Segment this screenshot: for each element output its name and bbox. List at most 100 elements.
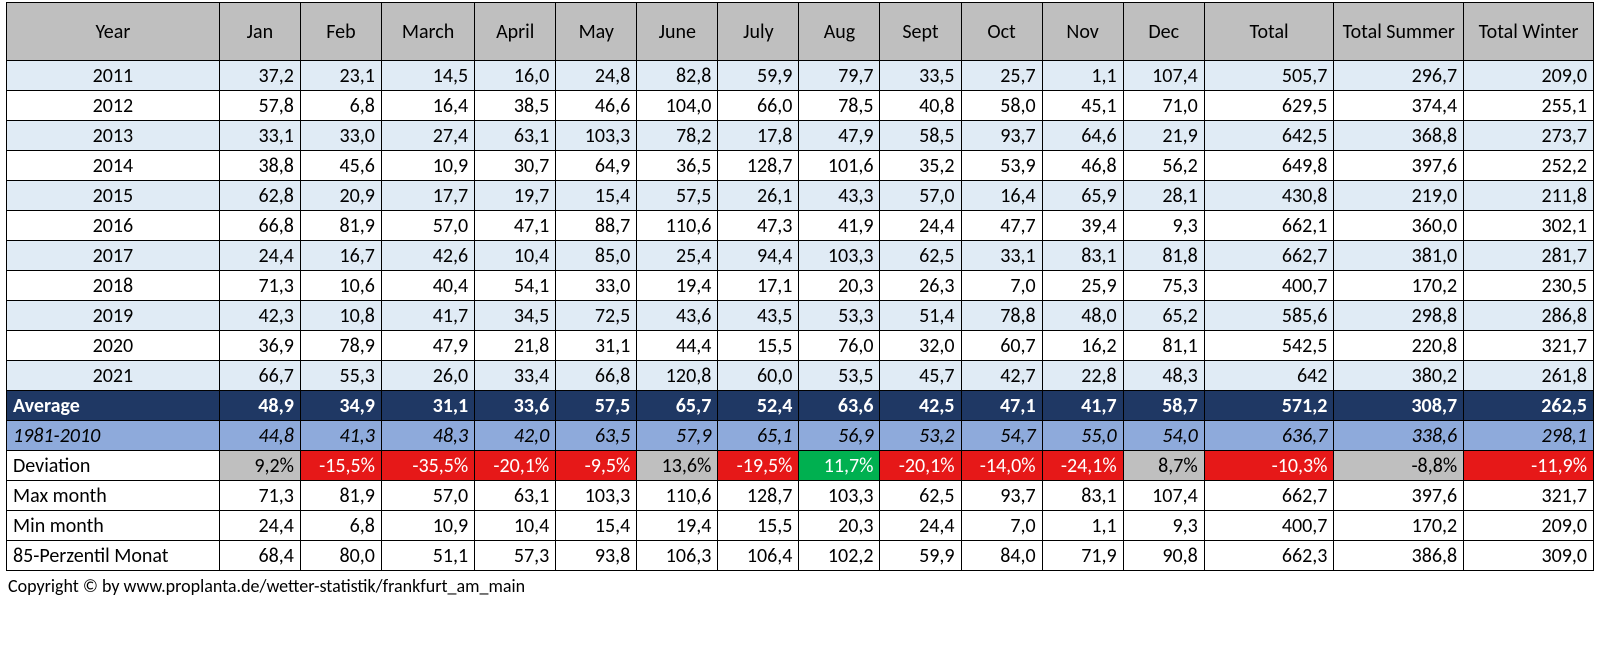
value-cell: 60,7: [961, 331, 1042, 361]
value-cell: 46,8: [1042, 151, 1123, 181]
value-cell: 386,8: [1334, 541, 1464, 571]
deviation-row: Deviation9,2%-15,5%-35,5%-20,1%-9,5%13,6…: [7, 451, 1594, 481]
footer-copyright: Copyright © by www.proplanta.de/wetter-s…: [6, 571, 1594, 597]
value-cell: 16,4: [961, 181, 1042, 211]
value-cell: 14,5: [381, 61, 474, 91]
table-row: 202036,978,947,921,831,144,415,576,032,0…: [7, 331, 1594, 361]
table-row: 202166,755,326,033,466,8120,860,053,545,…: [7, 361, 1594, 391]
value-cell: 53,5: [799, 361, 880, 391]
value-cell: 20,3: [799, 271, 880, 301]
value-cell: 17,8: [718, 121, 799, 151]
value-cell: 47,7: [961, 211, 1042, 241]
value-cell: 308,7: [1334, 391, 1464, 421]
value-cell: 252,2: [1464, 151, 1594, 181]
value-cell: 55,3: [300, 361, 381, 391]
value-cell: 81,9: [300, 211, 381, 241]
value-cell: 107,4: [1123, 481, 1204, 511]
value-cell: 230,5: [1464, 271, 1594, 301]
value-cell: 24,4: [880, 511, 961, 541]
value-cell: 9,3: [1123, 511, 1204, 541]
value-cell: 63,5: [556, 421, 637, 451]
deviation-cell: -9,5%: [556, 451, 637, 481]
value-cell: 65,7: [637, 391, 718, 421]
value-cell: 33,0: [300, 121, 381, 151]
value-cell: 46,6: [556, 91, 637, 121]
value-cell: 15,4: [556, 511, 637, 541]
value-cell: 75,3: [1123, 271, 1204, 301]
value-cell: 53,2: [880, 421, 961, 451]
column-header: April: [475, 3, 556, 61]
value-cell: 25,4: [637, 241, 718, 271]
value-cell: 65,1: [718, 421, 799, 451]
value-cell: 298,1: [1464, 421, 1594, 451]
value-cell: 57,9: [637, 421, 718, 451]
column-header: Year: [7, 3, 220, 61]
value-cell: 68,4: [219, 541, 300, 571]
value-cell: 51,4: [880, 301, 961, 331]
year-cell: 2012: [7, 91, 220, 121]
value-cell: 54,0: [1123, 421, 1204, 451]
value-cell: 58,7: [1123, 391, 1204, 421]
value-cell: 24,4: [219, 241, 300, 271]
value-cell: 368,8: [1334, 121, 1464, 151]
value-cell: 6,8: [300, 511, 381, 541]
value-cell: 381,0: [1334, 241, 1464, 271]
value-cell: 93,7: [961, 121, 1042, 151]
value-cell: 106,3: [637, 541, 718, 571]
average-row: Average48,934,931,133,657,565,752,463,64…: [7, 391, 1594, 421]
value-cell: 93,8: [556, 541, 637, 571]
year-cell: 2020: [7, 331, 220, 361]
value-cell: 302,1: [1464, 211, 1594, 241]
value-cell: 71,0: [1123, 91, 1204, 121]
value-cell: 64,6: [1042, 121, 1123, 151]
value-cell: 102,2: [799, 541, 880, 571]
value-cell: 103,3: [799, 481, 880, 511]
value-cell: 281,7: [1464, 241, 1594, 271]
value-cell: 380,2: [1334, 361, 1464, 391]
value-cell: 42,3: [219, 301, 300, 331]
value-cell: 56,2: [1123, 151, 1204, 181]
value-cell: 44,4: [637, 331, 718, 361]
value-cell: 26,3: [880, 271, 961, 301]
value-cell: 128,7: [718, 151, 799, 181]
value-cell: 45,1: [1042, 91, 1123, 121]
value-cell: 55,0: [1042, 421, 1123, 451]
column-header: Dec: [1123, 3, 1204, 61]
value-cell: 662,1: [1204, 211, 1334, 241]
value-cell: 78,8: [961, 301, 1042, 331]
year-cell: 2021: [7, 361, 220, 391]
value-cell: 63,1: [475, 121, 556, 151]
value-cell: 63,1: [475, 481, 556, 511]
value-cell: 40,8: [880, 91, 961, 121]
value-cell: 24,4: [880, 211, 961, 241]
table-row: 201438,845,610,930,764,936,5128,7101,635…: [7, 151, 1594, 181]
value-cell: 41,7: [1042, 391, 1123, 421]
value-cell: 17,7: [381, 181, 474, 211]
value-cell: 106,4: [718, 541, 799, 571]
value-cell: 128,7: [718, 481, 799, 511]
column-header: Total Winter: [1464, 3, 1594, 61]
reference-row: 1981-201044,841,348,342,063,557,965,156,…: [7, 421, 1594, 451]
value-cell: 273,7: [1464, 121, 1594, 151]
value-cell: 103,3: [556, 121, 637, 151]
value-cell: 23,1: [300, 61, 381, 91]
value-cell: 57,0: [880, 181, 961, 211]
value-cell: 110,6: [637, 211, 718, 241]
row-label: Deviation: [7, 451, 220, 481]
value-cell: 57,0: [381, 211, 474, 241]
value-cell: 83,1: [1042, 241, 1123, 271]
value-cell: 170,2: [1334, 271, 1464, 301]
value-cell: 397,6: [1334, 481, 1464, 511]
value-cell: 110,6: [637, 481, 718, 511]
value-cell: 82,8: [637, 61, 718, 91]
value-cell: 19,4: [637, 511, 718, 541]
value-cell: 7,0: [961, 511, 1042, 541]
value-cell: 33,5: [880, 61, 961, 91]
value-cell: 505,7: [1204, 61, 1334, 91]
value-cell: 93,7: [961, 481, 1042, 511]
row-label: 85-Perzentil Monat: [7, 541, 220, 571]
value-cell: 43,3: [799, 181, 880, 211]
table-row: 201137,223,114,516,024,882,859,979,733,5…: [7, 61, 1594, 91]
value-cell: 81,9: [300, 481, 381, 511]
value-cell: 360,0: [1334, 211, 1464, 241]
